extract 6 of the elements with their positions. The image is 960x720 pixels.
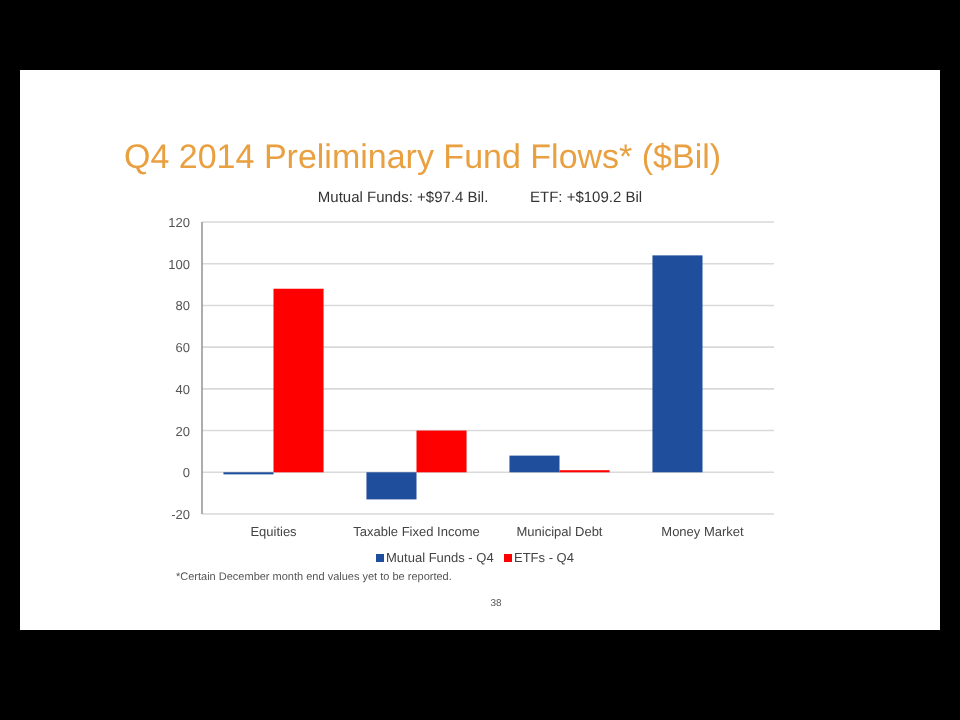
bar [273, 288, 324, 473]
bar [652, 255, 703, 473]
bar [366, 472, 417, 500]
bar [416, 430, 467, 473]
bar [509, 455, 560, 473]
chart-title: Q4 2014 Preliminary Fund Flows* ($Bil) [124, 138, 722, 176]
